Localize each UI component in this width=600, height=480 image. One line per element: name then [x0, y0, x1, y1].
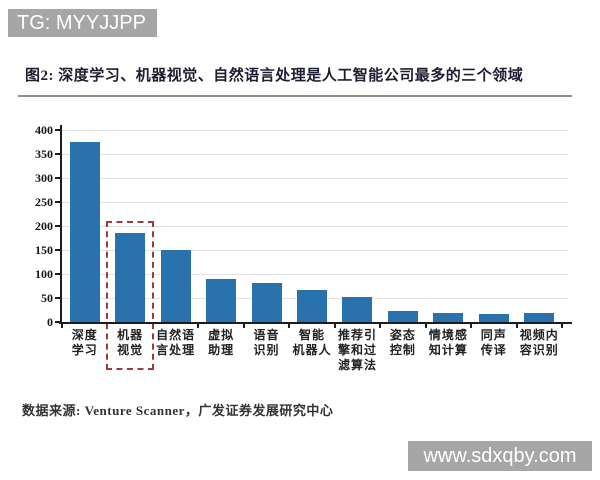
x-tick [561, 324, 563, 328]
figure-title: 图2: 深度学习、机器视觉、自然语言处理是人工智能公司最多的三个领域 [25, 68, 524, 84]
y-tick-50 [55, 297, 60, 299]
y-axis-tick-label: 350 [35, 147, 53, 161]
x-tick [61, 324, 63, 328]
y-axis-tick-label: 0 [47, 315, 53, 329]
y-axis-tick-label: 400 [35, 123, 53, 137]
y-axis-tick-label: 150 [35, 243, 53, 257]
bar-9 [433, 313, 464, 322]
tg-watermark-badge: TG: MYYJJPP [8, 9, 157, 37]
x-axis-line [59, 322, 572, 324]
x-axis-label: 视频内 容识别 [519, 328, 559, 357]
bar-1 [69, 142, 100, 322]
bar-3 [160, 249, 191, 322]
x-axis-label: 智能 机器人 [292, 328, 332, 357]
gridline-400 [62, 129, 568, 131]
x-tick [288, 324, 291, 328]
x-axis-label: 情境感 知计算 [428, 328, 468, 357]
x-axis-label: 语音 识别 [253, 328, 280, 357]
bar-2 [115, 232, 146, 322]
y-axis-tick-label: 100 [35, 267, 53, 281]
x-tick [379, 324, 382, 328]
y-axis-tick-label: 200 [35, 219, 53, 233]
y-tick-0 [55, 321, 60, 323]
gridline-350 [62, 153, 568, 155]
plot-area: 0 50 100 150 200 250 300 350 400 [35, 123, 568, 370]
bar-4 [206, 279, 237, 322]
x-tick [197, 324, 200, 328]
x-tick [470, 324, 473, 328]
x-axis-label: 深度 学习 [71, 328, 98, 357]
bar-11 [524, 312, 555, 322]
gridline-100 [62, 273, 568, 275]
bar-5 [251, 282, 282, 322]
x-tick [424, 324, 427, 328]
gridline-150 [62, 249, 568, 251]
y-tick-200 [55, 225, 60, 227]
y-tick-400 [55, 129, 60, 131]
x-axis-label: 自然语 言处理 [156, 328, 196, 357]
x-tick [242, 324, 245, 328]
x-axis-label: 同声 传译 [480, 328, 507, 357]
title-divider [18, 95, 572, 97]
y-tick-300 [55, 177, 60, 179]
x-tick [515, 324, 518, 328]
bar-6 [297, 290, 327, 322]
y-axis-tick-label: 50 [41, 291, 53, 305]
tg-watermark-text: TG: MYYJJPP [17, 12, 146, 34]
gridline-300 [62, 177, 568, 179]
gridline-250 [62, 201, 568, 203]
x-tick [333, 324, 336, 328]
bar-10 [478, 314, 509, 322]
highlight-box [106, 220, 155, 370]
x-axis-label: 机器 视觉 [117, 328, 144, 357]
x-axis-label: 虚拟 助理 [208, 328, 235, 357]
x-axis-label: 姿态 控制 [389, 328, 416, 357]
bar-7 [342, 296, 373, 322]
y-tick-150 [55, 249, 60, 251]
site-watermark-text: www.sdxqby.com [423, 445, 577, 467]
bar-8 [387, 310, 418, 322]
y-tick-250 [55, 201, 60, 203]
x-axis-labels: 深度 学习 机器 视觉 自然语 言处理 虚拟 助理 语音 识别 智能 机器人 推荐引 擎和过 滤算法 姿态 控制… [62, 328, 562, 373]
gridline-200 [62, 225, 568, 227]
site-watermark-badge: www.sdxqby.com [408, 441, 592, 471]
y-axis-tick-label: 300 [35, 171, 53, 185]
source-note: 数据来源: Venture Scanner，广发证券发展研究中心 [22, 403, 334, 418]
y-axis-line [60, 125, 62, 324]
y-tick-100 [55, 273, 60, 275]
y-axis-tick-label: 250 [35, 195, 53, 209]
x-axis-label: 推荐引 擎和过 滤算法 [337, 328, 377, 372]
y-tick-350 [55, 153, 60, 155]
